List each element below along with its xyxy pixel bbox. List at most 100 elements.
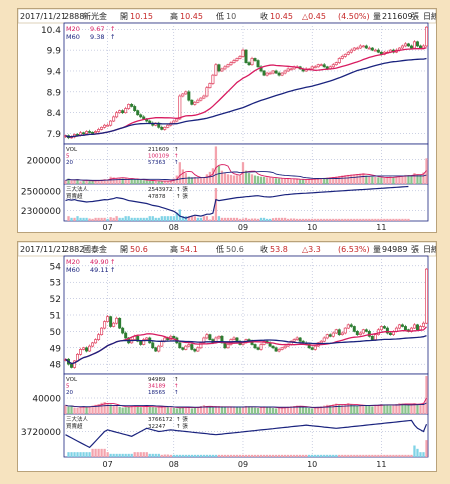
candle-body xyxy=(142,116,146,120)
volume-bar xyxy=(368,406,371,414)
candle-body xyxy=(358,332,362,336)
net-buysell-bar xyxy=(326,218,329,221)
volume-bar xyxy=(205,174,209,184)
volume-bar xyxy=(356,174,359,184)
volume-bar xyxy=(350,404,353,414)
net-buysell-bar xyxy=(338,218,341,221)
candle-body xyxy=(82,347,86,350)
volume-bar xyxy=(157,181,160,184)
volume-bar xyxy=(79,406,82,414)
net-buysell-bar xyxy=(383,454,386,457)
volume-bar xyxy=(344,175,347,184)
volume-bar xyxy=(398,403,401,414)
net-buysell-bar xyxy=(347,218,350,221)
volume-bar xyxy=(190,177,193,184)
volume-bar xyxy=(172,178,175,184)
candle-body xyxy=(91,342,95,347)
candle-body xyxy=(337,329,341,336)
net-buysell-bar xyxy=(103,217,106,221)
volume-bar xyxy=(67,406,70,414)
price-tick-label: 49 xyxy=(50,344,62,354)
candle-body xyxy=(202,95,206,99)
inst-legend-name: 三大法人 xyxy=(66,415,89,423)
volume-bar xyxy=(100,179,103,184)
net-buysell-bar xyxy=(190,216,193,221)
candle-body xyxy=(118,317,122,329)
ma-legend-value: 49.90 xyxy=(90,258,109,266)
candle-body xyxy=(400,324,404,327)
volume-bar xyxy=(73,179,76,184)
volume-bar xyxy=(244,406,248,414)
inst-legend-unit: ↑ 張 xyxy=(176,186,188,193)
volume-bar xyxy=(223,173,227,184)
volume-bar xyxy=(329,177,332,184)
net-buysell-bar xyxy=(311,454,314,457)
candle-body xyxy=(331,64,335,68)
volume-bar xyxy=(229,174,233,184)
net-buysell-bar xyxy=(404,218,407,221)
net-buysell-bar xyxy=(97,217,100,221)
candle-body xyxy=(238,56,242,59)
volume-bar xyxy=(112,405,115,414)
candle-body xyxy=(349,49,353,53)
net-buysell-bar xyxy=(371,218,374,221)
volume-legend-value: 211609 xyxy=(148,147,169,153)
net-buysell-bar xyxy=(283,454,287,457)
candle-body xyxy=(334,62,338,66)
net-buysell-bar xyxy=(133,452,136,457)
volume-tick-label: 200000 xyxy=(27,156,62,166)
net-buysell-bar xyxy=(416,448,419,457)
net-buysell-bar xyxy=(395,454,398,457)
volume-bar xyxy=(299,406,302,414)
net-buysell-bar xyxy=(157,453,160,457)
net-buysell-bar xyxy=(76,216,79,221)
candle-body xyxy=(340,56,344,59)
volume-bar xyxy=(317,407,320,414)
net-buysell-bar xyxy=(109,217,112,221)
inst-legend-unit: ↑ 張 xyxy=(176,416,188,423)
volume-legend-value: 57363 xyxy=(148,160,166,166)
candle-body xyxy=(253,344,257,349)
volume-bar xyxy=(70,180,73,184)
volume-bar xyxy=(178,162,181,184)
close-value: 10.45 xyxy=(270,12,293,21)
net-buysell-bar xyxy=(295,454,299,457)
net-buysell-bar xyxy=(175,454,178,457)
candle-body xyxy=(70,363,74,368)
candle-body xyxy=(154,347,158,352)
net-buysell-bar xyxy=(193,216,197,221)
volume-bar xyxy=(235,175,239,184)
net-buysell-bar xyxy=(118,453,121,457)
net-buysell-bar xyxy=(247,218,251,221)
volume-bar xyxy=(265,177,269,184)
candle-body xyxy=(364,45,368,49)
volume-bar xyxy=(262,176,266,184)
net-buysell-bar xyxy=(142,452,145,457)
volume-bar xyxy=(223,407,227,414)
volume-legend-value: 100109 xyxy=(148,154,169,160)
candle-body xyxy=(172,335,176,339)
volume-bar xyxy=(226,407,230,414)
volume-bar xyxy=(413,173,416,184)
open-value: 10.15 xyxy=(130,12,153,21)
price-tick-label: 54 xyxy=(50,262,62,272)
header-code: 2882 xyxy=(64,245,84,254)
volume-bar xyxy=(97,404,100,414)
volume-bar xyxy=(100,402,103,414)
net-buysell-bar xyxy=(70,217,73,221)
net-buysell-bar xyxy=(308,218,311,221)
volume-bar xyxy=(163,181,166,184)
net-buysell-bar xyxy=(172,216,175,221)
volume-bar xyxy=(121,178,124,184)
candle-body xyxy=(313,66,317,69)
volume-unit: 張 xyxy=(411,12,419,21)
candle-body xyxy=(106,124,110,127)
volume-bar xyxy=(151,180,154,184)
net-buysell-bar xyxy=(398,454,401,457)
volume-bar xyxy=(106,403,109,414)
month-label: 08 xyxy=(169,223,179,232)
candle-body xyxy=(274,347,278,352)
volume-bar xyxy=(371,176,374,184)
net-buysell-bar xyxy=(199,217,203,221)
volume-bar xyxy=(335,403,338,414)
